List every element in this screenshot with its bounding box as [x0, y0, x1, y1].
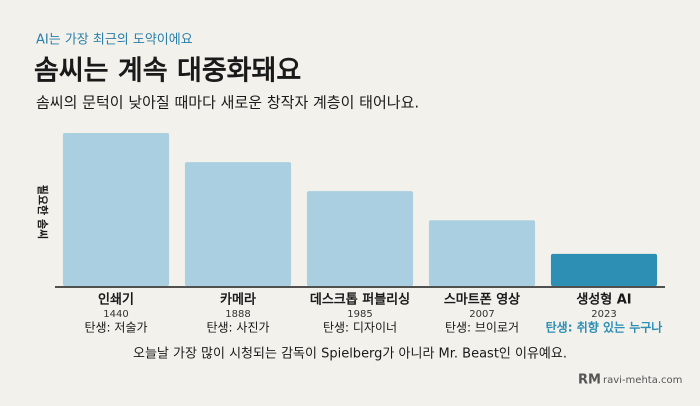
year-label: 1985: [347, 309, 372, 320]
bar: [306, 191, 414, 286]
year-label: 1888: [225, 309, 250, 320]
bar: [62, 133, 170, 286]
role-label: 탄생: 브이로거: [445, 321, 519, 335]
role-label: 탄생: 취향 있는 누구나: [546, 320, 663, 335]
x-tick-label: 데스크톱 퍼블리싱: [310, 292, 410, 308]
y-axis-label: 필요한 솜씨: [36, 185, 50, 239]
note: 오늘날 가장 많이 시청되는 감독이 Spielberg가 아니라 Mr. Be…: [133, 347, 567, 362]
x-tick-label: 생성형 AI: [576, 292, 631, 308]
bar: [428, 220, 536, 286]
bar: [184, 162, 292, 286]
year-label: 2007: [469, 309, 494, 320]
year-label: 2023: [591, 309, 616, 320]
bar: [550, 253, 658, 286]
x-tick-label: 카메라: [220, 292, 256, 308]
logo: RM: [578, 373, 601, 388]
subtitle: 솜씨의 문턱이 낮아질 때마다 새로운 창작자 계층이 태어나요.: [36, 94, 419, 112]
kicker: AI는 가장 최근의 도약이에요: [36, 33, 193, 48]
source: ravi-mehta.com: [603, 375, 682, 386]
role-label: 탄생: 저술가: [84, 321, 147, 335]
x-tick-label: 인쇄기: [98, 292, 134, 308]
year-label: 1440: [103, 309, 128, 320]
x-tick-label: 스마트폰 영상: [444, 292, 520, 308]
role-label: 탄생: 디자이너: [323, 321, 397, 335]
role-label: 탄생: 사진가: [206, 321, 269, 335]
chart-title: 솜씨는 계속 대중화돼요: [34, 56, 301, 87]
